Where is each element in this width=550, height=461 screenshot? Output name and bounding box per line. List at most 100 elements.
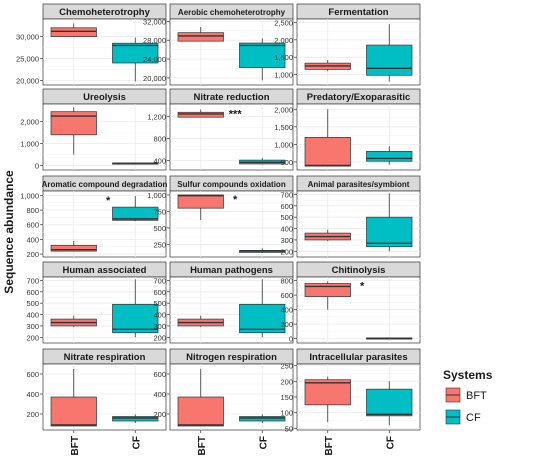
legend-label-bft: BFT: [466, 390, 487, 402]
y-tick-label: 700: [280, 190, 293, 199]
y-tick-label: 600: [26, 370, 39, 379]
facet-title: Fermentation: [328, 7, 388, 18]
y-tick-label: 600: [153, 370, 166, 379]
y-tick-label: 20,000: [16, 77, 39, 86]
box-cf: [366, 388, 413, 417]
facet-panel: Aerobic chemoheterotrophy 20,000 24,000 28,…: [143, 3, 294, 86]
box-cf: [112, 42, 159, 64]
legend-title: Systems: [443, 368, 493, 382]
y-tick-label: 300: [26, 322, 39, 331]
y-tick-label: 1,500: [274, 53, 293, 62]
y-tick-label: 400: [153, 311, 166, 320]
y-tick-label: 1,200: [147, 113, 166, 122]
y-tick-label: 200: [26, 333, 39, 342]
facet-title: Chitinolysis: [332, 265, 386, 276]
box-bft: [50, 396, 97, 427]
box-cf: [366, 216, 413, 248]
y-tick-label: 500: [280, 158, 293, 167]
facet-panel: Animal parasites/symbiont 200 300 400 500 600…: [280, 175, 421, 258]
y-axis-label: Sequence abundance: [2, 170, 16, 294]
y-tick-label: 28,000: [143, 36, 166, 45]
box-cf: [366, 151, 413, 162]
facet-panel: Ureolysis 0 1,000 2,000: [20, 88, 167, 171]
y-tick-label: 400: [280, 306, 293, 315]
y-tick-label: 800: [26, 206, 39, 215]
box-bft: [50, 244, 97, 252]
y-tick-label: 400: [26, 311, 39, 320]
facet-title: Nitrate respiration: [64, 352, 146, 363]
y-tick-label: 20,000: [143, 74, 166, 83]
y-tick-label: 600: [26, 288, 39, 297]
y-tick-label: 1,000: [20, 191, 39, 200]
y-tick-label: 600: [280, 202, 293, 211]
y-tick-label: 0: [35, 162, 39, 171]
facet-panel: Chemoheterotrophy 20,000 25,000 30,000: [16, 3, 167, 86]
significance-marker: *: [360, 280, 365, 292]
y-tick-label: 2,000: [274, 36, 293, 45]
box-bft: [304, 283, 351, 297]
x-tick-label: BFT: [324, 436, 335, 455]
legend-label-cf: CF: [466, 412, 481, 424]
y-tick-label: 0: [289, 335, 293, 344]
facet-panel: Chitinolysis 0 200 400 600 800 *: [280, 261, 421, 344]
y-tick-label: 1,000: [20, 140, 39, 149]
facet-panel: Sulfur compounds oxidation 250 500 750 1,000…: [147, 175, 294, 258]
y-tick-label: 200: [26, 250, 39, 259]
y-tick-label: 100: [280, 409, 293, 418]
y-tick-label: 400: [280, 225, 293, 234]
facet-title: Intracellular parasites: [309, 352, 407, 363]
facet-title: Sulfur compounds oxidation: [177, 180, 286, 189]
y-tick-label: 400: [153, 390, 166, 399]
box-cf: [239, 303, 286, 334]
x-tick-label: CF: [258, 436, 269, 449]
y-tick-label: 2,500: [274, 18, 293, 27]
significance-marker: ***: [229, 109, 243, 121]
facet-title: Nitrate reduction: [193, 92, 269, 103]
y-tick-label: 300: [280, 236, 293, 245]
facet-panel: Predatory/Exoparasitic 500 1,000 1,500 2,000: [274, 88, 421, 171]
y-tick-label: 500: [280, 213, 293, 222]
facet-title: Predatory/Exoparasitic: [307, 92, 411, 103]
facet-title: Animal parasites/symbiont: [308, 180, 410, 189]
y-tick-label: 50: [285, 424, 293, 433]
y-tick-label: 150: [280, 393, 293, 402]
box-cf: [239, 42, 286, 68]
box-cf: [112, 206, 159, 221]
y-tick-label: 400: [26, 235, 39, 244]
y-tick-label: 700: [26, 276, 39, 285]
y-tick-label: 250: [153, 240, 166, 249]
y-tick-label: 200: [153, 333, 166, 342]
box-bft: [177, 111, 224, 118]
y-tick-label: 600: [153, 288, 166, 297]
facet-title: Human pathogens: [190, 265, 273, 276]
y-tick-label: 1,000: [147, 191, 166, 200]
box-bft: [177, 32, 224, 42]
box-cf: [112, 416, 159, 422]
x-tick-label: BFT: [70, 436, 81, 455]
facet-panel: Nitrate reduction 400 800 1,200 ***: [147, 88, 294, 171]
facet-title: Chemoheterotrophy: [59, 7, 151, 18]
y-tick-label: 400: [26, 390, 39, 399]
y-tick-label: 500: [26, 299, 39, 308]
box-bft: [50, 27, 97, 37]
y-tick-label: 24,000: [143, 55, 166, 64]
facet-title: Human associated: [63, 265, 147, 276]
y-tick-label: 1,000: [274, 71, 293, 80]
box-bft: [304, 137, 351, 167]
y-tick-label: 1,500: [274, 123, 293, 132]
y-tick-label: 200: [26, 410, 39, 419]
facet-panel: Fermentation 1,000 1,500 2,000 2,500: [274, 3, 421, 86]
y-tick-label: 700: [153, 276, 166, 285]
box-bft: [304, 379, 351, 406]
y-tick-label: 2,000: [20, 118, 39, 127]
y-tick-label: 800: [153, 135, 166, 144]
facet-title: Ureolysis: [83, 92, 126, 103]
y-tick-label: 2,000: [274, 105, 293, 114]
y-tick-label: 800: [280, 277, 293, 286]
facet-panels: Chemoheterotrophy 20,000 25,000 30,000 Aerob…: [16, 3, 421, 433]
y-tick-label: 500: [153, 224, 166, 233]
box-bft: [177, 194, 224, 209]
y-tick-label: 500: [153, 299, 166, 308]
